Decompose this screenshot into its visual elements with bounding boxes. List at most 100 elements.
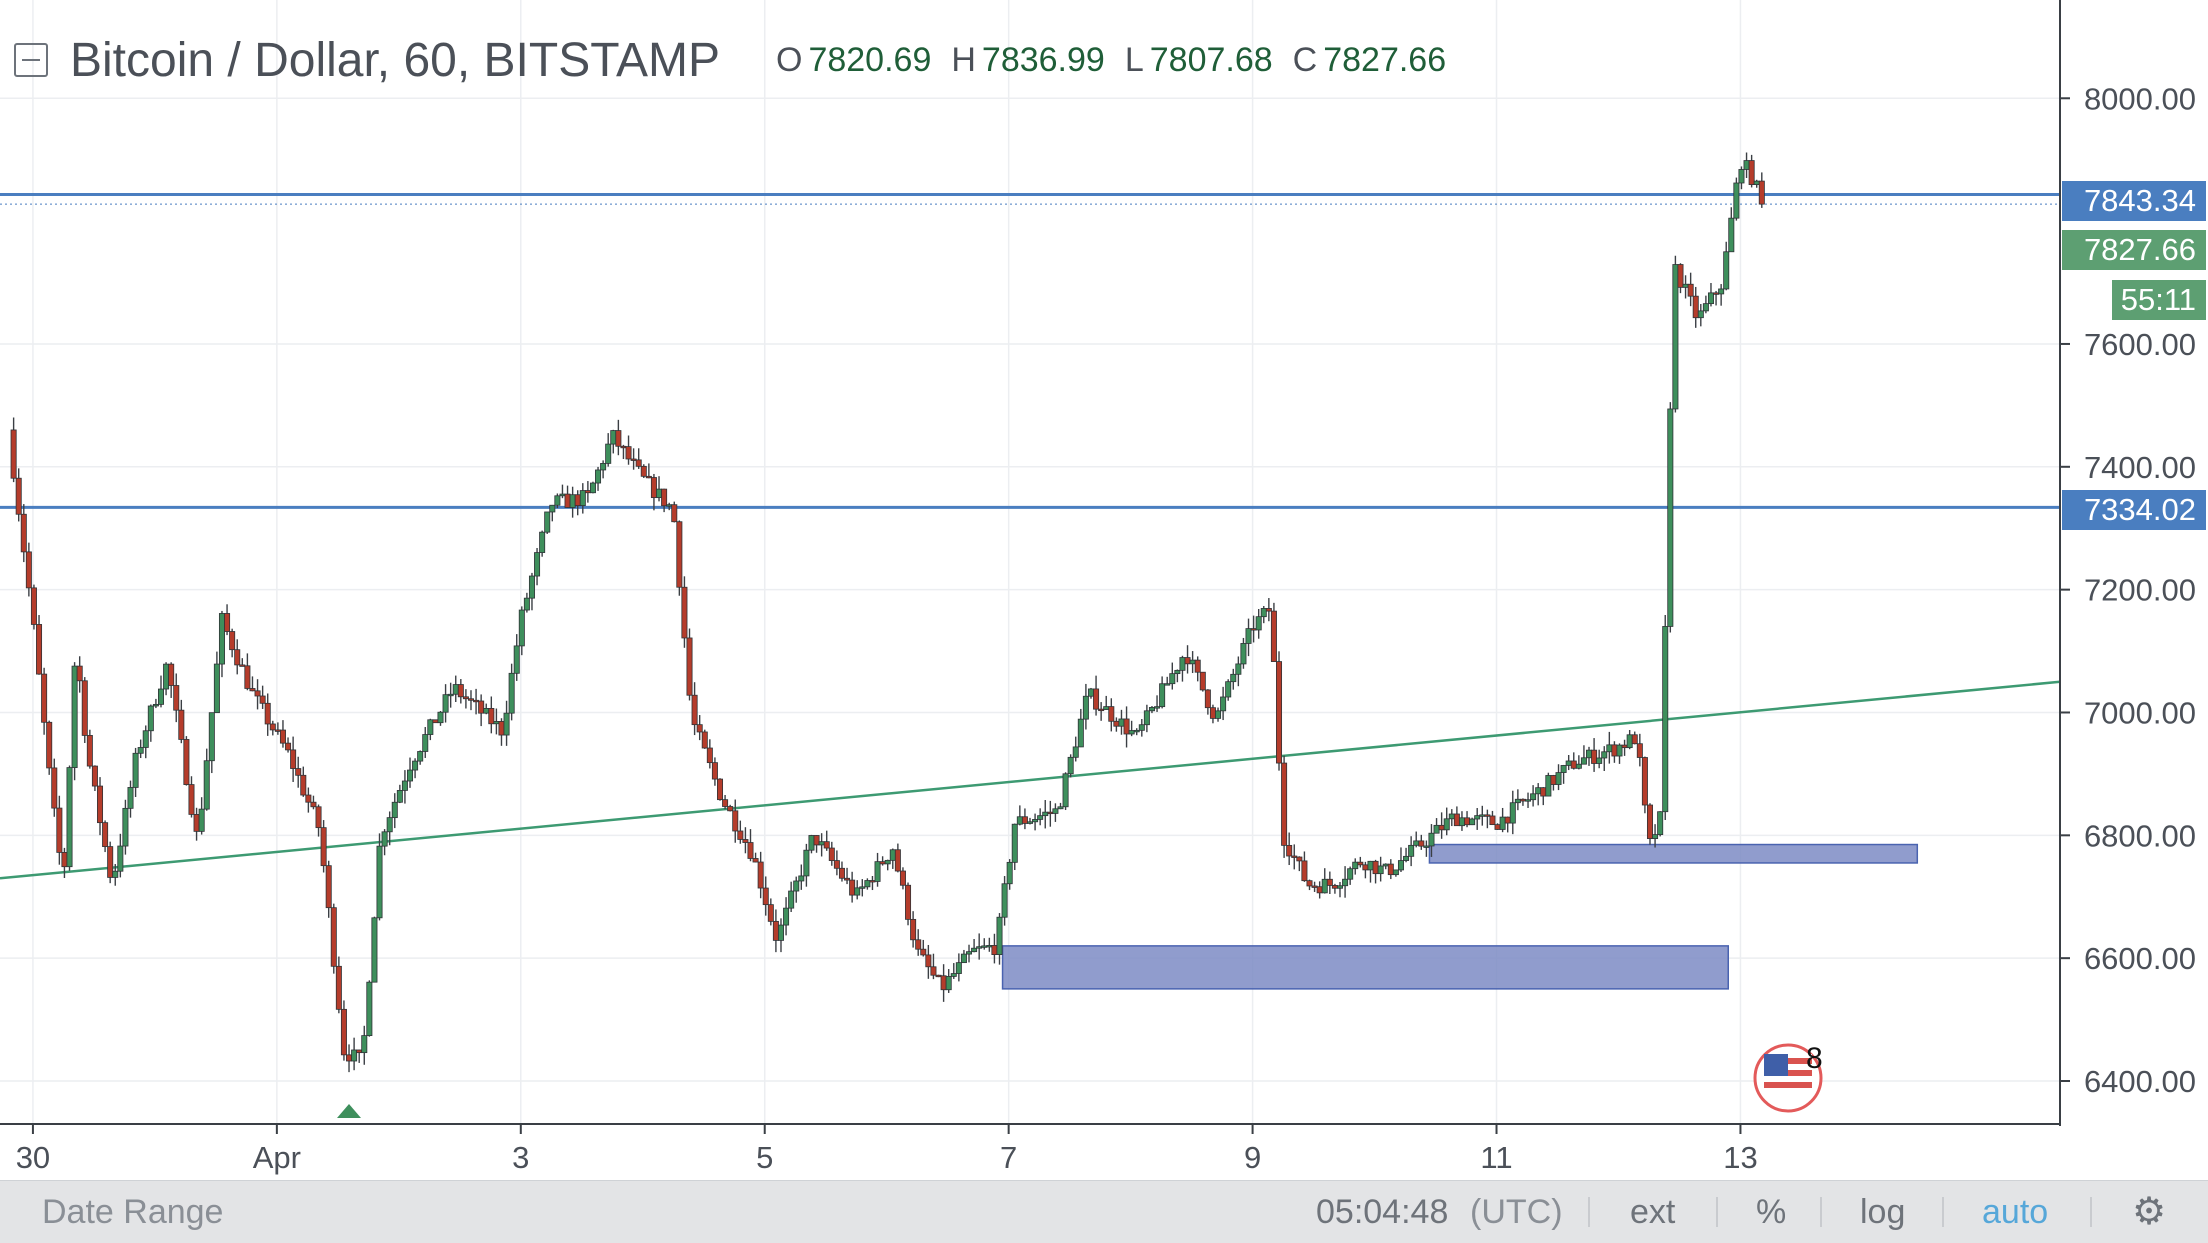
gear-icon[interactable]: ⚙ — [2132, 1191, 2167, 1233]
auto-toggle[interactable]: auto — [1982, 1193, 2049, 1231]
candle-body — [1631, 734, 1638, 745]
candle-body — [1042, 811, 1049, 817]
low-key: L — [1124, 40, 1144, 79]
price-axis[interactable]: 6400.00 6600.00 6800.00 7000.00 7200.00 7400.… — [2060, 81, 2196, 1099]
time-axis[interactable]: 30 Apr 3 5 7 9 11 13 — [16, 1124, 1758, 1175]
log-toggle[interactable]: log — [1860, 1193, 1906, 1231]
candle-body — [1098, 708, 1105, 712]
candle-body — [1194, 659, 1201, 673]
dividend-marker-icon[interactable] — [337, 1104, 361, 1118]
candle-body — [473, 699, 480, 703]
symbol-title[interactable]: Bitcoin / Dollar, 60, BITSTAMP — [70, 33, 720, 87]
candle-body — [1133, 729, 1140, 733]
candle-body — [1250, 628, 1257, 631]
candle-body — [950, 973, 957, 977]
candle-body — [788, 890, 795, 909]
x-tick-label: 13 — [1723, 1140, 1757, 1175]
candle-body — [1138, 724, 1145, 731]
candle-body — [132, 752, 139, 788]
date-range-button[interactable]: Date Range — [42, 1193, 224, 1231]
candle-body — [1296, 856, 1303, 862]
candle-body — [1321, 878, 1328, 894]
candle-body — [1596, 757, 1603, 764]
high-value: 7836.99 — [981, 40, 1105, 79]
candle-body — [412, 760, 419, 771]
candle-body — [417, 751, 424, 762]
candle-body — [1179, 657, 1186, 671]
candle-body — [889, 849, 896, 861]
candle-body — [1209, 707, 1216, 719]
candle-body — [1326, 878, 1333, 886]
candle-body — [1408, 844, 1415, 857]
candle-body — [1702, 303, 1709, 312]
candle-body — [823, 841, 830, 849]
candle-body — [1636, 743, 1643, 758]
percent-toggle[interactable]: % — [1756, 1193, 1787, 1231]
candle-body — [300, 774, 307, 796]
candle-body — [1159, 683, 1166, 708]
candle-body — [1032, 819, 1039, 823]
candle-body — [467, 698, 474, 701]
candle-body — [422, 734, 429, 752]
candle-body — [1342, 878, 1349, 887]
candle-body — [1413, 840, 1420, 846]
zones — [1001, 843, 1919, 990]
candle-body — [1718, 288, 1725, 295]
candle-body — [1276, 661, 1283, 764]
candle-body — [610, 430, 617, 445]
candle-body — [295, 768, 302, 776]
horizontal-lines[interactable] — [0, 192, 2060, 509]
separator — [1588, 1197, 1590, 1227]
candle-body — [696, 724, 703, 733]
candle-body — [335, 965, 342, 1010]
ext-toggle[interactable]: ext — [1630, 1193, 1676, 1231]
candle-body — [1713, 292, 1720, 295]
candle-body — [1372, 860, 1379, 875]
candle-body — [798, 875, 805, 882]
candle-body — [833, 860, 840, 869]
candle-body — [1601, 751, 1608, 759]
candle-body — [742, 839, 749, 843]
candle-body — [1397, 860, 1404, 871]
candle-body — [925, 954, 932, 968]
candle-body — [1199, 671, 1206, 691]
collapse-legend-icon[interactable] — [14, 43, 48, 77]
candle-body — [579, 490, 586, 507]
candle-body — [1672, 264, 1679, 410]
candle-body — [1580, 757, 1587, 765]
event-flag-badge[interactable]: 8 — [1753, 1042, 1823, 1113]
candle-body — [442, 694, 449, 713]
candles — [10, 152, 1765, 1073]
candle-body — [1108, 706, 1115, 722]
candle-body — [1504, 816, 1511, 824]
candle-body — [722, 799, 729, 807]
candle-body — [1621, 744, 1628, 749]
candle-body — [147, 705, 154, 732]
trendline[interactable] — [0, 680, 2061, 880]
candle-body — [1235, 663, 1242, 675]
candle-body — [71, 665, 78, 768]
candle-body — [1616, 744, 1623, 757]
candle-body — [203, 760, 210, 810]
us-flag-icon — [1764, 1054, 1812, 1094]
candle-body — [1037, 815, 1044, 820]
candle-body — [1662, 626, 1669, 813]
candle-body — [264, 702, 271, 725]
candle-body — [401, 780, 408, 791]
candle-body — [544, 511, 551, 533]
candle-body — [767, 904, 774, 922]
candle-body — [1540, 787, 1547, 797]
candle-body — [955, 962, 962, 974]
utc-clock[interactable]: 05:04:48 — [1316, 1193, 1449, 1231]
candle-body — [711, 762, 718, 780]
timezone-label[interactable]: (UTC) — [1470, 1193, 1563, 1231]
candle-body — [1514, 798, 1521, 804]
candle-body — [783, 907, 790, 926]
candle-body — [717, 778, 724, 801]
y-tick-label: 6600.00 — [2084, 941, 2196, 976]
candle-body — [864, 880, 871, 888]
candle-body — [152, 703, 159, 707]
candle-body — [1489, 815, 1496, 826]
candle-body — [650, 477, 657, 499]
